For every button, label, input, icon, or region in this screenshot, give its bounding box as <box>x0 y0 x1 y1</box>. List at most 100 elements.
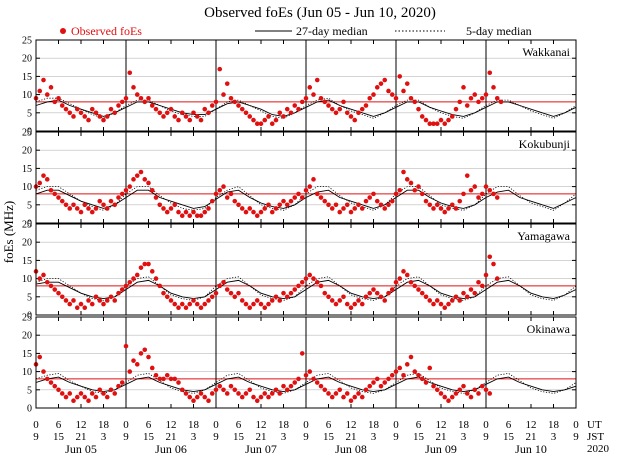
x-tick-label-jst: 9 <box>213 431 219 443</box>
observed-point-kokubunji <box>408 180 414 186</box>
observed-point-okinawa <box>221 387 226 393</box>
observed-point-okinawa <box>266 394 271 400</box>
observed-point-wakkanai <box>48 85 54 90</box>
observed-point-yamagawa <box>483 272 489 278</box>
x-tick-label-jst: 3 <box>461 431 467 443</box>
observed-point-wakkanai <box>378 81 384 86</box>
observed-point-kokubunji <box>108 198 114 204</box>
observed-point-wakkanai <box>284 106 290 112</box>
observed-point-wakkanai <box>67 110 73 116</box>
day-label: Jun 07 <box>245 442 277 456</box>
observed-point-yamagawa <box>236 290 241 296</box>
observed-point-wakkanai <box>161 114 166 119</box>
observed-point-okinawa <box>138 351 144 356</box>
observed-point-kokubunji <box>172 202 178 208</box>
observed-point-kokubunji <box>228 191 234 197</box>
observed-point-okinawa <box>371 380 376 385</box>
day-label: Jun 05 <box>65 442 97 456</box>
y-tick-label-yamagawa: 10 <box>22 274 32 285</box>
observed-point-okinawa <box>281 383 286 389</box>
legend-observed-marker <box>60 28 66 34</box>
x-tick-label-ut: 12 <box>256 419 267 431</box>
observed-point-kokubunji <box>153 195 159 200</box>
observed-point-kokubunji <box>82 202 88 208</box>
observed-point-okinawa <box>419 376 425 382</box>
observed-point-yamagawa <box>78 301 84 307</box>
observed-point-yamagawa <box>224 287 230 292</box>
observed-point-kokubunji <box>134 173 140 178</box>
observed-point-wakkanai <box>202 106 208 112</box>
observed-point-yamagawa <box>337 298 343 303</box>
day-label: Jun 06 <box>155 442 187 456</box>
x-tick-label-jst: 3 <box>191 431 197 443</box>
observed-point-wakkanai <box>224 81 230 86</box>
observed-point-yamagawa <box>213 290 219 296</box>
observed-point-wakkanai <box>382 77 388 83</box>
x-tick-label-ut: 6 <box>56 419 62 431</box>
observed-point-okinawa <box>142 347 148 353</box>
observed-point-kokubunji <box>262 206 268 211</box>
observed-point-okinawa <box>209 391 215 396</box>
observed-point-kokubunji <box>311 177 316 182</box>
observed-point-okinawa <box>108 387 114 393</box>
observed-point-okinawa <box>431 383 436 389</box>
observed-point-kokubunji <box>453 206 459 211</box>
observed-point-kokubunji <box>404 177 410 182</box>
observed-point-kokubunji <box>303 187 309 193</box>
observed-point-okinawa <box>251 394 256 400</box>
observed-point-okinawa <box>479 383 485 389</box>
observed-point-okinawa <box>89 391 95 396</box>
observed-point-wakkanai <box>352 117 358 123</box>
observed-point-okinawa <box>247 387 253 393</box>
observed-point-yamagawa <box>386 290 391 296</box>
observed-point-wakkanai <box>74 106 80 112</box>
observed-point-wakkanai <box>228 95 234 101</box>
observed-point-wakkanai <box>371 92 376 97</box>
observed-point-kokubunji <box>341 206 346 211</box>
observed-point-okinawa <box>449 394 455 400</box>
x-axis: 0 6 12 18 0 6 12 18 0 6 12 18 0 6 12 18 0 6 12 18 0 6 12 18 09 15… <box>33 419 579 456</box>
observed-point-wakkanai <box>44 92 50 97</box>
observed-point-yamagawa <box>243 301 249 307</box>
observed-point-kokubunji <box>374 198 380 204</box>
observed-point-kokubunji <box>296 191 301 197</box>
observed-point-wakkanai <box>59 103 65 108</box>
observed-point-okinawa <box>363 387 369 393</box>
observed-point-wakkanai <box>423 117 429 123</box>
observed-point-okinawa <box>307 369 313 374</box>
observed-point-yamagawa <box>59 294 65 300</box>
observed-point-kokubunji <box>423 198 429 204</box>
observed-point-wakkanai <box>461 85 466 90</box>
y-tick-label-wakkanai: 20 <box>22 54 32 65</box>
y-tick-label-okinawa: 20 <box>22 331 32 342</box>
y-tick-label-yamagawa: 0 <box>27 311 32 322</box>
observed-point-okinawa <box>401 372 406 378</box>
observed-point-okinawa <box>326 391 331 396</box>
observed-point-wakkanai <box>138 95 144 101</box>
observed-point-okinawa <box>131 358 136 363</box>
observed-point-okinawa <box>446 398 451 404</box>
observed-point-kokubunji <box>251 209 256 215</box>
observed-point-okinawa <box>37 354 43 360</box>
x-tick-label-jst: 3 <box>101 431 107 443</box>
observed-point-yamagawa <box>146 261 151 267</box>
observed-point-wakkanai <box>367 95 373 101</box>
observed-point-kokubunji <box>269 209 275 215</box>
observed-point-wakkanai <box>356 110 361 116</box>
observed-point-yamagawa <box>457 298 463 303</box>
x-tick-label-jst: 3 <box>371 431 377 443</box>
observed-point-okinawa <box>224 391 230 396</box>
x-tick-label-ut: 18 <box>368 419 380 431</box>
observed-point-kokubunji <box>464 173 470 178</box>
observed-point-wakkanai <box>63 106 69 112</box>
observed-point-okinawa <box>179 387 185 393</box>
observed-point-okinawa <box>41 369 46 374</box>
observed-point-wakkanai <box>78 110 84 116</box>
observed-point-okinawa <box>367 383 373 389</box>
observed-point-wakkanai <box>112 110 118 116</box>
observed-point-yamagawa <box>269 298 275 303</box>
observed-point-kokubunji <box>412 187 418 193</box>
observed-point-okinawa <box>442 394 448 400</box>
observed-point-wakkanai <box>206 110 211 116</box>
observed-point-okinawa <box>487 391 493 396</box>
